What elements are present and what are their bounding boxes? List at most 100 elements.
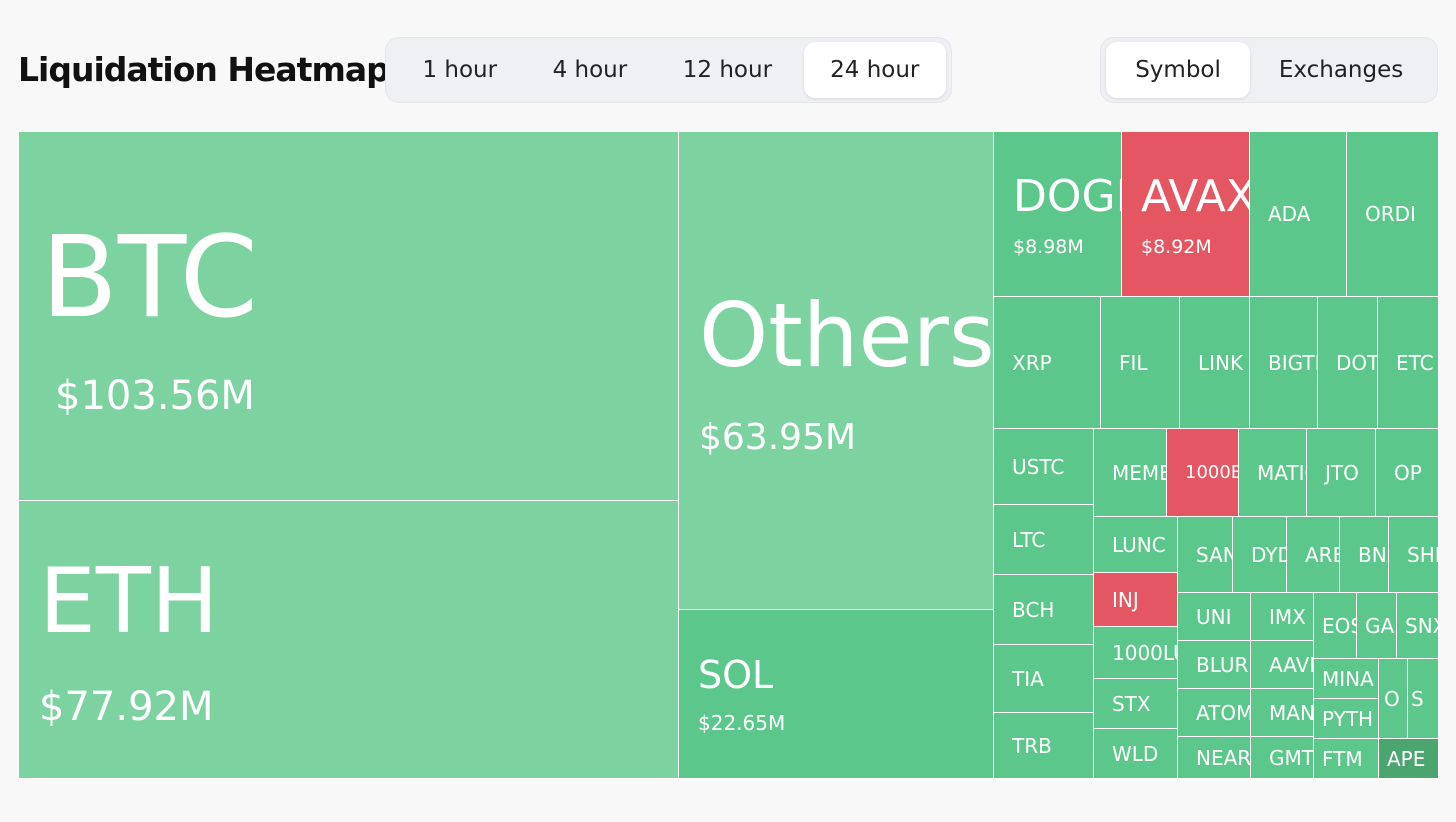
tile-label: MANTA xyxy=(1269,700,1314,725)
tab-button[interactable]: 12 hour xyxy=(682,57,773,83)
tile[interactable]: GALA xyxy=(1357,593,1397,659)
tile[interactable]: FIL xyxy=(1101,297,1180,429)
tile-label: ETC xyxy=(1396,350,1434,375)
tile[interactable]: MINA xyxy=(1314,659,1379,699)
tile-value: $63.95M xyxy=(699,416,857,458)
tile-label: TIA xyxy=(1012,666,1044,691)
tile-label: INJ xyxy=(1112,587,1139,612)
tile-label: NEAR xyxy=(1196,745,1251,770)
tile-value: $77.92M xyxy=(39,684,214,730)
tile-label: AVAX xyxy=(1141,170,1250,222)
tile[interactable]: SHIB xyxy=(1389,517,1439,593)
tile[interactable]: WLD xyxy=(1094,729,1178,779)
tile[interactable]: SAND xyxy=(1178,517,1233,593)
tile-label: SOL xyxy=(698,653,774,697)
tile-value: $8.98M xyxy=(1013,235,1084,258)
tile-label: O xyxy=(1384,686,1400,711)
tile-label: LINK xyxy=(1198,350,1244,375)
tile[interactable]: S xyxy=(1408,659,1439,739)
tile[interactable]: SNX xyxy=(1397,593,1439,659)
tile-label: STX xyxy=(1112,691,1151,716)
tile-label: ADA xyxy=(1268,202,1311,226)
tile-label: GALA xyxy=(1365,613,1396,638)
tile[interactable]: Others $63.95M xyxy=(679,132,994,610)
tile[interactable]: UNI xyxy=(1178,593,1251,641)
tile-label: WLD xyxy=(1112,741,1159,766)
tab-button[interactable]: Exchanges xyxy=(1278,57,1404,83)
tile[interactable]: 1000BONK xyxy=(1167,429,1239,517)
tile[interactable]: TIA xyxy=(994,645,1094,713)
tile-label: USTC xyxy=(1012,454,1065,479)
tile[interactable]: BCH xyxy=(994,575,1094,645)
tile[interactable]: 1000LUNC xyxy=(1094,627,1178,679)
tile[interactable]: FTM xyxy=(1314,739,1379,779)
tile-label: MATIC xyxy=(1257,460,1306,485)
tile[interactable]: ETH $77.92M xyxy=(19,501,679,779)
tile[interactable]: GMT xyxy=(1251,737,1314,779)
tile-label: ETH xyxy=(39,549,219,654)
tile-label: SAND xyxy=(1196,542,1232,567)
tile[interactable]: XRP xyxy=(994,297,1101,429)
tile[interactable]: APE xyxy=(1379,739,1439,779)
tile[interactable]: JTO xyxy=(1307,429,1376,517)
tile-label: FIL xyxy=(1119,350,1148,375)
tile-label: MEME xyxy=(1112,460,1167,485)
tab-button[interactable]: 4 hour xyxy=(552,57,628,83)
tile[interactable]: ETC xyxy=(1378,297,1439,429)
tile[interactable]: AAVE xyxy=(1251,641,1314,689)
tile-label: PYTH xyxy=(1322,706,1374,731)
tile[interactable]: O xyxy=(1379,659,1408,739)
tile[interactable]: DOT xyxy=(1318,297,1378,429)
tile-label: ARB xyxy=(1305,542,1339,567)
tile-label: LUNC xyxy=(1112,532,1166,557)
tile-label: BTC xyxy=(41,213,258,343)
tile[interactable]: PYTH xyxy=(1314,699,1379,739)
tile[interactable]: DOGE $8.98M xyxy=(994,132,1122,297)
tile[interactable]: INJ xyxy=(1094,573,1178,627)
tile-value: $103.56M xyxy=(55,373,255,419)
tile[interactable]: OP xyxy=(1376,429,1439,517)
tile[interactable]: AVAX $8.92M xyxy=(1122,132,1250,297)
tile[interactable]: ADA xyxy=(1250,132,1347,297)
tile[interactable]: BTC $103.56M xyxy=(19,132,679,501)
tile-value: $8.92M xyxy=(1141,235,1212,258)
tile[interactable]: NEAR xyxy=(1178,737,1251,779)
tile[interactable]: ATOM xyxy=(1178,689,1251,737)
tab-button[interactable]: 1 hour xyxy=(422,57,498,83)
tile-label: TRB xyxy=(1012,733,1052,758)
tile-label: AAVE xyxy=(1269,652,1313,677)
tile[interactable]: MANTA xyxy=(1251,689,1314,737)
tile[interactable]: ORDI xyxy=(1347,132,1439,297)
tile[interactable]: MATIC xyxy=(1239,429,1307,517)
tile-label: Others xyxy=(699,283,994,387)
tile[interactable]: SOL $22.65M xyxy=(679,610,994,779)
timeframe-tabs: 1 hour 4 hour 12 hour 24 hour xyxy=(385,37,952,103)
tile-label: IMX xyxy=(1269,604,1306,629)
tile-label: DOT xyxy=(1336,350,1378,375)
tile-label: MINA xyxy=(1322,666,1374,691)
tile-label: DYDX xyxy=(1251,542,1286,567)
tile[interactable]: IMX xyxy=(1251,593,1314,641)
tile[interactable]: EOS xyxy=(1314,593,1357,659)
tab-button[interactable]: 24 hour xyxy=(803,42,946,98)
tile[interactable]: LINK xyxy=(1180,297,1250,429)
tile-label: S xyxy=(1411,686,1424,711)
tile[interactable]: BLUR xyxy=(1178,641,1251,689)
tile[interactable]: BNB xyxy=(1340,517,1389,593)
tile[interactable]: LTC xyxy=(994,505,1094,575)
tile[interactable]: STX xyxy=(1094,679,1178,729)
page-title: Liquidation Heatmap xyxy=(18,50,390,89)
tile[interactable]: DYDX xyxy=(1233,517,1287,593)
tile-label: BNB xyxy=(1358,542,1388,567)
tab-button[interactable]: Symbol xyxy=(1106,42,1251,98)
tile[interactable]: USTC xyxy=(994,429,1094,505)
tile[interactable]: MEME xyxy=(1094,429,1167,517)
tile[interactable]: TRB xyxy=(994,713,1094,779)
tile-label: SHIB xyxy=(1407,542,1438,567)
tile[interactable]: BIGTIME xyxy=(1250,297,1318,429)
grouping-tabs: Symbol Exchanges xyxy=(1100,37,1438,103)
tile-value: $22.65M xyxy=(698,711,786,735)
tile[interactable]: ARB xyxy=(1287,517,1340,593)
tile[interactable]: LUNC xyxy=(1094,517,1178,573)
tile-label: 1000BONK xyxy=(1185,462,1238,483)
